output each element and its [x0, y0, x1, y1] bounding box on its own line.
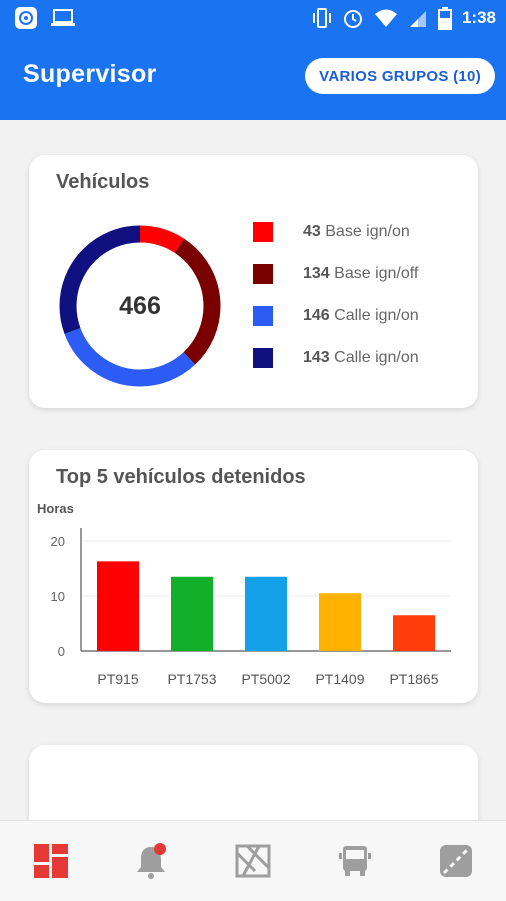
bar-PT1409[interactable] — [319, 593, 361, 651]
x-tick-label: PT1865 — [389, 671, 438, 687]
app-bar: Supervisor VARIOS GRUPOS (10) — [0, 36, 506, 120]
legend-item: 143 Calle ign/on — [253, 347, 473, 369]
legend-label: Base ign/on — [325, 223, 410, 240]
page-title: Supervisor — [23, 60, 157, 88]
x-tick-label: PT915 — [97, 671, 138, 687]
groups-selector-button[interactable]: VARIOS GRUPOS (10) — [305, 58, 495, 94]
top-stopped-vehicles-card: Top 5 vehículos detenidos Horas 0 10 20 PT91… — [29, 450, 478, 703]
nav-roads[interactable] — [436, 841, 476, 881]
truck-icon — [339, 846, 371, 876]
vehicles-donut-chart: 466 — [59, 225, 221, 387]
y-axis-label: Horas — [37, 501, 74, 516]
bar-PT5002[interactable] — [245, 576, 287, 651]
nav-vehicles[interactable] — [335, 841, 375, 881]
y-tick-label: 0 — [58, 644, 65, 659]
x-tick-label: PT5002 — [241, 671, 290, 687]
nav-dashboard[interactable] — [31, 841, 71, 881]
donut-slice-1 — [59, 225, 221, 387]
battery-icon — [437, 7, 452, 30]
road-icon — [440, 845, 472, 877]
vehicles-card-title: Vehículos — [56, 171, 150, 193]
y-tick-label: 20 — [51, 534, 65, 549]
legend-count: 134 — [303, 265, 330, 282]
status-bar: 1:38 — [0, 0, 506, 36]
legend-count: 146 — [303, 307, 330, 324]
x-tick-label: PT1753 — [167, 671, 216, 687]
vehicles-total: 466 — [119, 292, 161, 320]
vehicles-card: Vehículos 466 43 Base ign/on 134 Base ig… — [29, 155, 478, 408]
bar-PT1865[interactable] — [393, 615, 435, 651]
x-tick-label: PT1409 — [315, 671, 364, 687]
bottom-navigation — [0, 820, 506, 901]
y-tick-label: 10 — [51, 589, 65, 604]
chart-title: Top 5 vehículos detenidos — [56, 466, 306, 488]
app-icon — [15, 7, 37, 29]
legend-swatch — [253, 222, 273, 242]
legend-count: 143 — [303, 349, 330, 366]
legend-swatch — [253, 348, 273, 368]
legend-item: 43 Base ign/on — [253, 221, 473, 243]
alerts-bell-icon — [137, 843, 166, 879]
legend-item: 134 Base ign/off — [253, 263, 473, 285]
dashboard-icon — [34, 844, 68, 878]
legend-label: Base ign/off — [334, 265, 419, 282]
legend-count: 43 — [303, 223, 321, 240]
laptop-icon — [51, 9, 75, 26]
alarm-icon — [343, 10, 362, 28]
vibrate-icon — [312, 8, 331, 28]
bar-PT915[interactable] — [97, 561, 139, 651]
legend-swatch — [253, 264, 273, 284]
nav-alerts[interactable] — [131, 841, 171, 881]
bar-PT1753[interactable] — [171, 576, 213, 651]
donut-slice-2 — [59, 225, 221, 387]
signal-icon — [409, 11, 426, 27]
wifi-icon — [374, 9, 397, 27]
nav-map[interactable] — [233, 841, 273, 881]
stopped-vehicles-bar-chart: Horas 0 10 20 PT915 PT1753 PT5002 PT1409 PT1865 — [37, 501, 451, 687]
donut-slice-3 — [59, 225, 221, 387]
legend-item: 146 Calle ign/on — [253, 305, 473, 327]
map-routes-icon — [235, 844, 271, 878]
legend-label: Calle ign/on — [334, 349, 419, 366]
legend-swatch — [253, 306, 273, 326]
legend-label: Calle ign/on — [334, 307, 419, 324]
status-time: 1:38 — [461, 8, 496, 27]
